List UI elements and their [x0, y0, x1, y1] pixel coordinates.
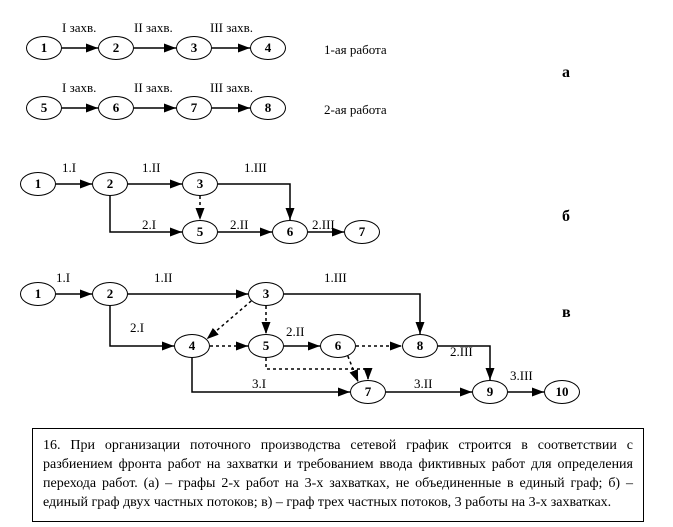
edge-label: 3.I [252, 376, 266, 392]
edge-label: III захв. [210, 20, 253, 36]
note-row1: 1-ая работа [324, 42, 387, 58]
edge-label: 3.III [510, 368, 533, 384]
diagram-canvas: 16. При организации поточного производст… [4, 4, 673, 523]
node-b7: 7 [344, 220, 380, 244]
node-v6: 6 [320, 334, 356, 358]
node-a1: 1 [26, 36, 62, 60]
edge-label: II захв. [134, 20, 173, 36]
node-v5: 5 [248, 334, 284, 358]
node-b5: 5 [182, 220, 218, 244]
note-row2: 2-ая работа [324, 102, 387, 118]
edge-label: I захв. [62, 20, 96, 36]
node-a2: 2 [98, 36, 134, 60]
side-label-b: б [562, 208, 570, 226]
edge-label: 1.I [56, 270, 70, 286]
edge-label: 1.III [244, 160, 267, 176]
node-b3: 3 [182, 172, 218, 196]
side-label-v: в [562, 304, 571, 322]
edge-label: 2.II [230, 217, 248, 233]
edge-label: 2.II [286, 324, 304, 340]
edge-label: III захв. [210, 80, 253, 96]
edge-label: 1.III [324, 270, 347, 286]
node-v2: 2 [92, 282, 128, 306]
side-label-a: а [562, 64, 570, 82]
edge-label: 3.II [414, 376, 432, 392]
node-v1: 1 [20, 282, 56, 306]
node-a5: 5 [26, 96, 62, 120]
node-a6: 6 [98, 96, 134, 120]
caption-text: 16. При организации поточного производст… [43, 438, 633, 510]
node-a7: 7 [176, 96, 212, 120]
edge-label: 2.III [312, 217, 335, 233]
node-b1: 1 [20, 172, 56, 196]
node-v7: 7 [350, 380, 386, 404]
node-v9: 9 [472, 380, 508, 404]
node-a3: 3 [176, 36, 212, 60]
node-a4: 4 [250, 36, 286, 60]
edge-label: II захв. [134, 80, 173, 96]
node-b2: 2 [92, 172, 128, 196]
node-v8: 8 [402, 334, 438, 358]
node-b6: 6 [272, 220, 308, 244]
node-v10: 10 [544, 380, 580, 404]
caption-box: 16. При организации поточного производст… [32, 428, 644, 522]
node-v4: 4 [174, 334, 210, 358]
edge-label: 1.II [142, 160, 160, 176]
edge-label: 2.III [450, 344, 473, 360]
edge-label: 1.II [154, 270, 172, 286]
edge-label: 2.I [142, 217, 156, 233]
edge-label: I захв. [62, 80, 96, 96]
edge-label: 1.I [62, 160, 76, 176]
node-v3: 3 [248, 282, 284, 306]
edge-label: 2.I [130, 320, 144, 336]
node-a8: 8 [250, 96, 286, 120]
